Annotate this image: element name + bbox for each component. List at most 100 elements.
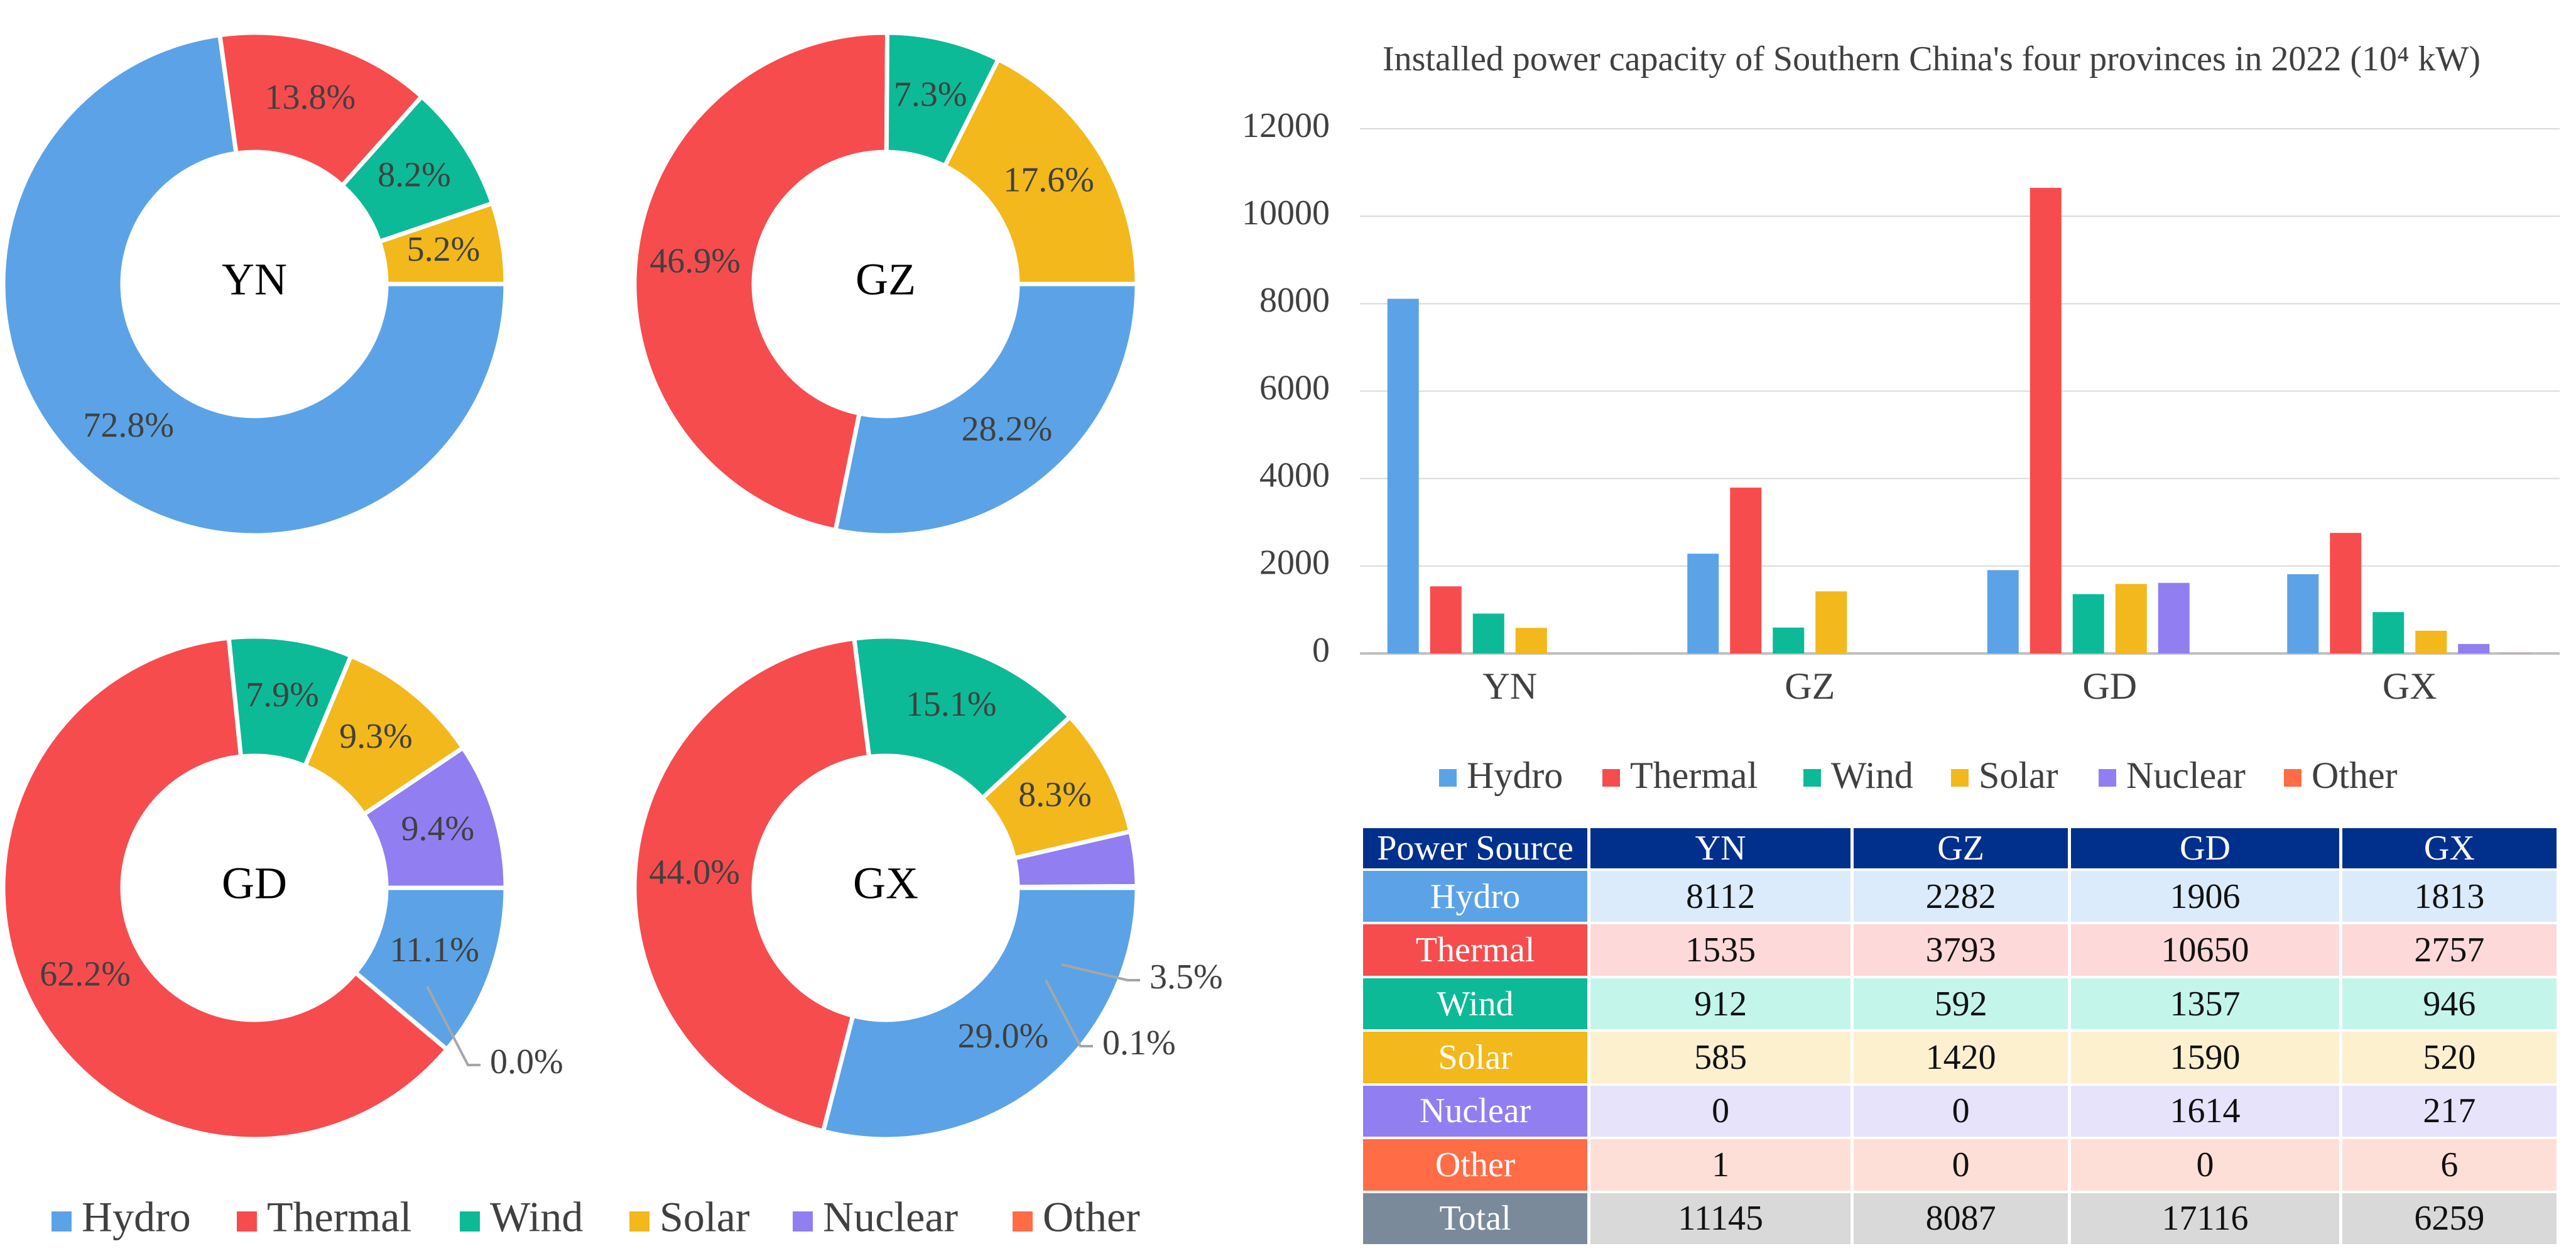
table-cell: 3793: [1854, 924, 2068, 976]
donut-slice-hydro: [832, 281, 1139, 538]
bar-chart-gridlines: [1360, 128, 2560, 655]
donut-slice-hydro: [1, 32, 508, 538]
table-cell: 1535: [1590, 924, 1851, 976]
y-tick-label: 6000: [1259, 368, 1330, 407]
table-header-cell: Power Source: [1363, 828, 1588, 868]
bar-solar-gx: [2415, 630, 2447, 653]
bar-chart-title: Installed power capacity of Southern Chi…: [1383, 40, 2481, 79]
table-header-cell: GZ: [1854, 828, 2068, 868]
legend-swatch-nuclear: [793, 1211, 813, 1232]
table-row-label: Total: [1363, 1193, 1588, 1244]
x-tick-label: YN: [1482, 665, 1537, 707]
bar-legend-swatch-thermal: [1602, 769, 1620, 787]
table-cell: 1590: [2071, 1032, 2339, 1083]
bar-wind-gx: [2372, 612, 2405, 653]
legend-label-thermal: Thermal: [267, 1193, 411, 1241]
donut-slice-solar: [942, 56, 1139, 287]
table-row-thermal: Thermal 1535 3793 10650 2757: [1363, 924, 2557, 976]
donut-data-label: 11.1%: [389, 931, 479, 970]
donut-slice-thermal: [632, 30, 890, 533]
bar-legend-swatch-hydro: [1439, 769, 1457, 787]
donut-data-label: 44.0%: [649, 853, 740, 892]
bar-legend-label-other: Other: [2312, 755, 2398, 796]
y-tick-label: 2000: [1259, 544, 1330, 582]
legend-swatch-thermal: [237, 1211, 257, 1232]
bar-hydro-gd: [1987, 570, 2019, 653]
donut-data-label: 8.2%: [378, 156, 451, 195]
donut-slice-hydro: [820, 885, 1139, 1142]
donut-slice-thermal: [1, 635, 450, 1142]
legend-label-solar: Solar: [660, 1193, 750, 1241]
legend-label-nuclear: Nuclear: [823, 1193, 959, 1241]
table-row-total: Total 11145 8087 17116 6259: [1363, 1193, 2557, 1244]
table-row-wind: Wind 912 592 1357 946: [1363, 978, 2557, 1030]
y-tick-label: 10000: [1242, 194, 1330, 232]
table-row-solar: Solar 585 1420 1590 520: [1363, 1032, 2557, 1083]
donut-data-label: 0.1%: [1102, 1024, 1176, 1063]
table-cell: 946: [2342, 978, 2557, 1030]
table-header-row: Power Source YN GZ GD GX: [1363, 828, 2557, 868]
donut-data-label: 17.6%: [1003, 161, 1094, 200]
donut-data-label: 7.9%: [246, 675, 319, 714]
table-body: Hydro 8112 2282 1906 1813 Thermal 1535 3793 1065…: [1363, 871, 2557, 1244]
table-row-label: Thermal: [1363, 924, 1588, 976]
table-header-cell: GX: [2342, 828, 2557, 868]
bar-legend-swatch-other: [2284, 769, 2302, 787]
donut-center-label: GX: [853, 858, 918, 909]
table-cell: 8087: [1854, 1193, 2068, 1244]
legend-swatch-wind: [460, 1211, 480, 1232]
table-row-nuclear: Nuclear 0 0 1614 217: [1363, 1085, 2557, 1137]
bar-legend-swatch-nuclear: [2099, 769, 2116, 787]
table-cell: 520: [2342, 1032, 2557, 1083]
donut-data-label: 62.2%: [40, 955, 131, 994]
table-header-cell: YN: [1590, 828, 1851, 868]
donut-data-label: 9.3%: [339, 717, 413, 756]
donut-chart-gz: 28.2% 46.9% 7.3% 17.6% GZ: [632, 30, 1139, 538]
bar-nuclear-gx: [2458, 643, 2490, 653]
y-tick-label: 8000: [1259, 281, 1330, 320]
bar-chart-bars: [1387, 187, 2533, 653]
bar-legend-label-nuclear: Nuclear: [2126, 755, 2246, 796]
donut-legend: Hydro Thermal Wind Solar Nuclear Other: [52, 1193, 1140, 1241]
bar-hydro-gx: [2287, 574, 2319, 653]
table-row-label: Hydro: [1363, 871, 1588, 922]
donut-data-label: 3.5%: [1149, 958, 1223, 997]
donut-slice-solar: [376, 200, 508, 287]
table-cell: 585: [1590, 1032, 1851, 1083]
table-cell: 912: [1590, 978, 1851, 1030]
table-header-cell: GD: [2071, 828, 2339, 868]
table-cell: 1614: [2071, 1085, 2339, 1137]
bar-wind-gz: [1773, 627, 1805, 653]
legend-swatch-solar: [629, 1211, 649, 1232]
table-cell: 1813: [2342, 871, 2557, 922]
y-tick-label: 0: [1312, 631, 1330, 670]
capacity-table-container: Power Source YN GZ GD GX Hydro 8112 2282 19…: [1360, 826, 2560, 1247]
bar-legend-label-thermal: Thermal: [1630, 755, 1758, 796]
bar-thermal-gd: [2030, 187, 2062, 653]
donut-data-label: 9.4%: [401, 809, 474, 848]
legend-label-wind: Wind: [490, 1193, 583, 1241]
bar-legend-label-hydro: Hydro: [1467, 755, 1563, 796]
capacity-table: Power Source YN GZ GD GX Hydro 8112 2282 19…: [1360, 826, 2560, 1247]
bar-chart-x-tick-labels: YN GZ GD GX: [1482, 665, 2437, 707]
table-cell: 592: [1854, 978, 2068, 1030]
bar-hydro-yn: [1387, 298, 1419, 653]
donut-leader-line: [1045, 980, 1093, 1047]
table-cell: 1906: [2071, 871, 2339, 922]
table-row-label: Nuclear: [1363, 1085, 1588, 1137]
table-cell: 217: [2342, 1085, 2557, 1137]
table-cell: 6259: [2342, 1193, 2557, 1244]
bar-thermal-gz: [1730, 488, 1762, 653]
bar-wind-yn: [1472, 613, 1504, 653]
table-cell: 1357: [2071, 978, 2339, 1030]
table-cell: 0: [1854, 1085, 2068, 1137]
donut-data-label: 5.2%: [407, 230, 481, 269]
donut-chart-yn: 72.8% 13.8% 8.2% 5.2% YN: [1, 30, 508, 538]
donut-data-label: 29.0%: [958, 1017, 1049, 1056]
donut-slice-thermal: [217, 30, 425, 189]
bar-solar-gz: [1815, 591, 1847, 653]
donut-slice-nuclear: [361, 745, 508, 890]
donut-leader-line: [426, 986, 481, 1066]
donut-chart-gx: 29.0% 44.0% 15.1% 8.3% 3.5% 0.1% GX: [632, 634, 1223, 1142]
donut-data-label: 28.2%: [962, 410, 1053, 449]
